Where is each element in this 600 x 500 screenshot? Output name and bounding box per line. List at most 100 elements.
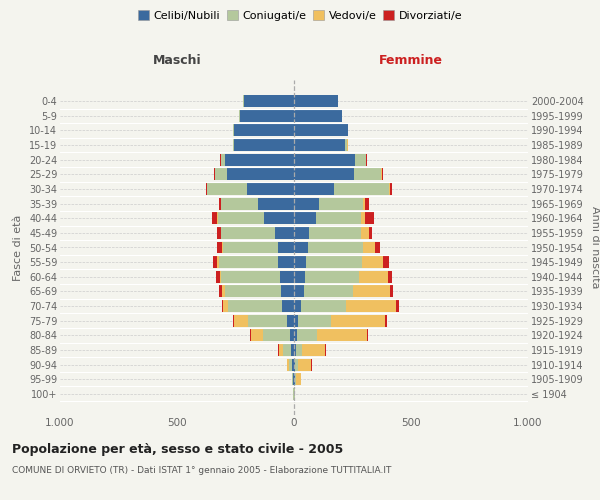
Bar (294, 110, 342, 122)
Bar (294, 358, 295, 370)
Bar (368, 227, 372, 239)
Bar (294, 198, 319, 209)
Bar (297, 330, 317, 342)
Bar (217, 256, 219, 268)
Bar (319, 198, 363, 209)
Bar (298, 358, 311, 370)
Bar (248, 314, 287, 326)
Bar (221, 227, 275, 239)
Bar (225, 286, 281, 298)
Bar (353, 286, 391, 298)
Bar (388, 271, 392, 283)
Bar (334, 183, 389, 195)
Bar (215, 168, 227, 180)
Bar (390, 183, 392, 195)
Bar (221, 198, 258, 209)
Bar (289, 358, 292, 370)
Bar (362, 256, 383, 268)
Bar (292, 358, 294, 370)
Bar (223, 242, 278, 254)
Bar (227, 168, 294, 180)
Bar (385, 314, 388, 326)
Bar (235, 139, 294, 151)
Bar (294, 300, 301, 312)
Bar (359, 271, 388, 283)
Bar (294, 344, 296, 356)
Bar (353, 168, 381, 180)
Bar (308, 242, 362, 254)
Bar (381, 168, 382, 180)
Y-axis label: Anni di nascita: Anni di nascita (590, 206, 600, 288)
Bar (212, 212, 217, 224)
Bar (367, 330, 368, 342)
Bar (283, 344, 291, 356)
Bar (221, 271, 280, 283)
Bar (291, 344, 294, 356)
Bar (292, 373, 293, 385)
Bar (290, 330, 294, 342)
Bar (295, 358, 298, 370)
Bar (294, 212, 316, 224)
Bar (294, 256, 306, 268)
Y-axis label: Fasce di età: Fasce di età (13, 214, 23, 280)
Bar (376, 242, 380, 254)
Bar (221, 242, 223, 254)
Bar (383, 256, 389, 268)
Bar (362, 242, 376, 254)
Bar (365, 212, 374, 224)
Bar (263, 330, 290, 342)
Bar (263, 212, 294, 224)
Bar (229, 300, 283, 312)
Bar (294, 271, 305, 283)
Bar (294, 168, 353, 180)
Bar (355, 154, 365, 166)
Bar (294, 95, 338, 107)
Bar (244, 95, 294, 107)
Bar (213, 256, 217, 268)
Text: Popolazione per età, sesso e stato civile - 2005: Popolazione per età, sesso e stato civil… (12, 442, 343, 456)
Bar (287, 358, 289, 370)
Bar (220, 271, 221, 283)
Bar (294, 154, 355, 166)
Bar (296, 344, 302, 356)
Bar (222, 286, 225, 298)
Bar (250, 330, 251, 342)
Bar (219, 198, 221, 209)
Bar (287, 314, 294, 326)
Bar (217, 227, 221, 239)
Bar (275, 227, 294, 239)
Bar (294, 124, 348, 136)
Bar (361, 227, 368, 239)
Bar (305, 271, 359, 283)
Bar (219, 286, 222, 298)
Bar (295, 373, 296, 385)
Bar (294, 139, 346, 151)
Bar (214, 168, 215, 180)
Bar (308, 227, 361, 239)
Bar (325, 344, 326, 356)
Bar (279, 344, 283, 356)
Bar (363, 198, 365, 209)
Bar (294, 330, 297, 342)
Bar (294, 373, 295, 385)
Bar (397, 300, 399, 312)
Bar (258, 198, 294, 209)
Bar (278, 256, 294, 268)
Bar (221, 300, 223, 312)
Bar (280, 271, 294, 283)
Bar (247, 183, 294, 195)
Bar (346, 139, 347, 151)
Bar (240, 110, 294, 122)
Bar (317, 330, 367, 342)
Bar (219, 256, 278, 268)
Text: Femmine: Femmine (379, 54, 443, 68)
Bar (233, 124, 294, 136)
Bar (251, 330, 263, 342)
Bar (221, 154, 225, 166)
Bar (294, 286, 304, 298)
Bar (233, 314, 234, 326)
Bar (382, 168, 383, 180)
Bar (225, 154, 294, 166)
Bar (217, 271, 220, 283)
Bar (294, 314, 298, 326)
